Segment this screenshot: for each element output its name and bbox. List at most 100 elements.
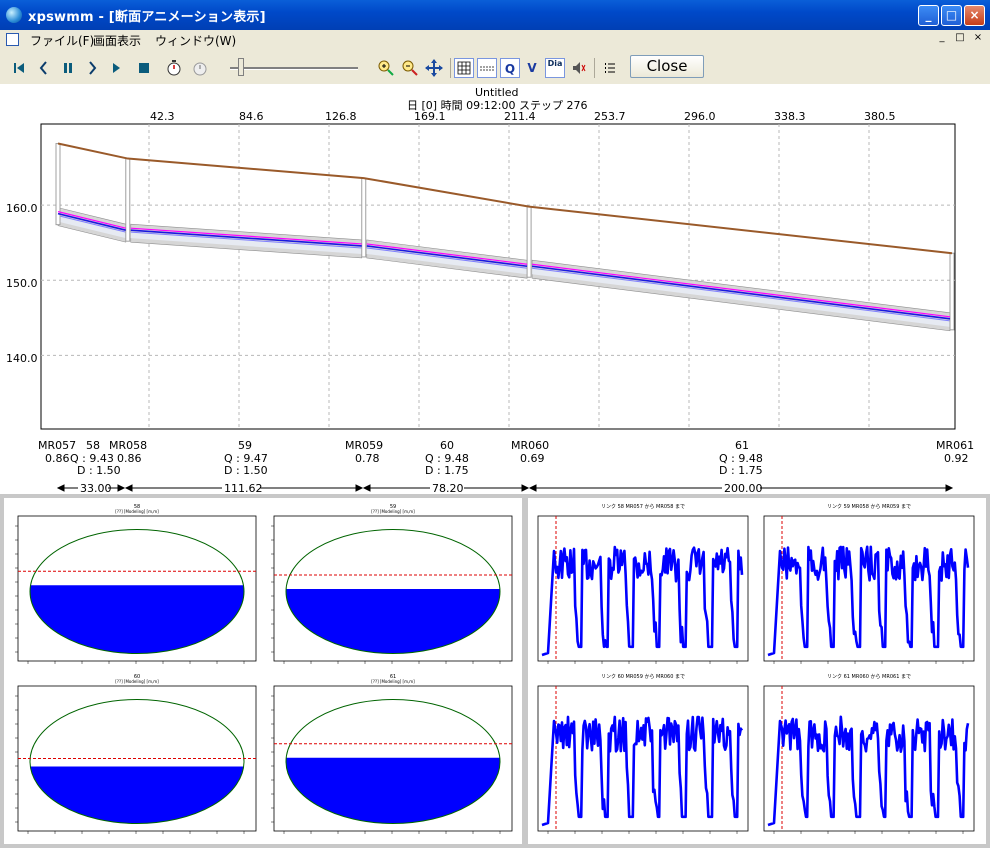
node-label-mr060[interactable]: MR060 xyxy=(511,439,550,452)
water-surface-line xyxy=(366,245,528,268)
link-length: 111.62 xyxy=(224,482,263,495)
cross-section-charts[interactable]: 58[??] [Modeling] [m,m]59[??] [Modeling]… xyxy=(4,498,522,844)
long-section-profile[interactable] xyxy=(0,84,990,494)
pipe-crown xyxy=(532,267,951,322)
hgl-line xyxy=(130,227,362,245)
close-window-button[interactable]: × xyxy=(964,5,985,26)
sound-icon[interactable] xyxy=(569,58,589,78)
pipe-inner xyxy=(130,232,362,254)
step-back-icon[interactable] xyxy=(34,58,54,78)
flow-series-line xyxy=(541,545,744,657)
link-label[interactable]: 58 xyxy=(86,439,100,452)
animation-slider-thumb[interactable] xyxy=(238,58,244,76)
grid-icon[interactable] xyxy=(454,58,474,78)
node-label-mr057[interactable]: MR057 xyxy=(38,439,77,452)
step-forward-icon[interactable] xyxy=(82,58,102,78)
node-depth: 0.86 xyxy=(117,452,142,465)
timeseries-frame xyxy=(537,685,749,832)
ground-line xyxy=(57,142,953,255)
flow-series-line xyxy=(767,715,970,827)
timer-disabled-icon xyxy=(190,58,210,78)
flow-timeseries-chart: リンク 61 MR060 から MR061 まで xyxy=(763,673,975,834)
close-button[interactable]: Close xyxy=(630,55,704,78)
window-titlebar: xpswmm - [断面アニメーション表示] _ □ × xyxy=(0,0,990,30)
link-length: 200.00 xyxy=(724,482,763,495)
menu-file[interactable]: ファイル(F) xyxy=(30,34,95,48)
pan-icon[interactable] xyxy=(424,58,444,78)
zoom-in-icon[interactable] xyxy=(376,58,396,78)
timeseries-frame xyxy=(763,685,975,832)
toolbar-separator xyxy=(594,58,595,78)
animation-slider-track[interactable] xyxy=(230,67,358,70)
timeseries-frame xyxy=(763,515,975,662)
manhole-shaft xyxy=(526,206,532,278)
section-water-fill xyxy=(30,585,244,654)
minimize-button[interactable]: _ xyxy=(918,5,939,26)
xpswmm-app-icon[interactable] xyxy=(6,7,22,23)
water-surface-line xyxy=(130,229,362,247)
link-diameter: D : 1.75 xyxy=(719,464,763,477)
mdi-close-button[interactable]: × xyxy=(973,32,983,43)
timeseries-title: リンク 61 MR060 から MR061 まで xyxy=(827,673,911,680)
flow-timeseries-chart: リンク 58 MR057 から MR058 まで xyxy=(537,503,749,664)
y-tick-label: 140.0 xyxy=(6,352,38,365)
document-icon[interactable] xyxy=(6,33,19,46)
link-diameter: D : 1.50 xyxy=(224,464,268,477)
node-depth: 0.69 xyxy=(520,452,545,465)
first-frame-icon[interactable] xyxy=(10,58,30,78)
zoom-out-icon[interactable] xyxy=(400,58,420,78)
menu-view[interactable]: 画面表示 xyxy=(93,34,142,48)
link-label[interactable]: 60 xyxy=(440,439,454,452)
node-label-mr058[interactable]: MR058 xyxy=(109,439,148,452)
node-label-mr061[interactable]: MR061 xyxy=(936,439,975,452)
pipe-inner xyxy=(58,215,126,239)
timer-icon[interactable] xyxy=(164,58,184,78)
link-diameter: D : 1.50 xyxy=(77,464,121,477)
timeseries-frame xyxy=(537,515,749,662)
top-tick-label: 84.6 xyxy=(239,110,264,123)
flow-timeseries-chart: リンク 60 MR059 から MR060 まで xyxy=(537,673,749,834)
node-depth: 0.92 xyxy=(944,452,969,465)
section-pipe-outline xyxy=(29,699,245,824)
top-tick-label: 126.8 xyxy=(325,110,357,123)
link-label[interactable]: 59 xyxy=(238,439,252,452)
flow-timeseries-charts[interactable]: リンク 58 MR057 から MR058 まで リンク 59 MR058 から … xyxy=(528,498,986,844)
section-water-fill xyxy=(30,766,244,824)
toolbar-separator xyxy=(450,58,451,78)
hgl-icon[interactable] xyxy=(477,58,497,78)
velocity-v-icon[interactable]: V xyxy=(527,61,537,75)
top-tick-label: 169.1 xyxy=(414,110,446,123)
section-subtitle: [??] [Modeling] [m,m] xyxy=(115,679,159,684)
list-icon[interactable] xyxy=(600,58,620,78)
top-tick-label: 253.7 xyxy=(594,110,626,123)
timeseries-title: リンク 59 MR058 から MR059 まで xyxy=(827,503,911,510)
section-title: 61 xyxy=(390,674,396,680)
window-title: xpswmm - [断面アニメーション表示] xyxy=(28,10,266,25)
link-length: 78.20 xyxy=(432,482,464,495)
menu-bar: ファイル(F) 画面表示 ウィンドウ(W) _ □ × xyxy=(0,30,990,50)
mdi-restore-button[interactable]: □ xyxy=(955,32,965,43)
link-label[interactable]: 61 xyxy=(735,439,749,452)
section-pipe-outline xyxy=(29,529,245,654)
maximize-button[interactable]: □ xyxy=(941,5,962,26)
link-length: 33.00 xyxy=(80,482,112,495)
cross-section-chart: 60[??] [Modeling] [m,m] xyxy=(15,674,257,834)
manhole-shaft xyxy=(55,143,61,226)
top-tick-label: 211.4 xyxy=(504,110,536,123)
stop-icon[interactable] xyxy=(134,58,154,78)
mdi-minimize-button[interactable]: _ xyxy=(939,32,945,43)
node-label-mr059[interactable]: MR059 xyxy=(345,439,384,452)
y-tick-label: 150.0 xyxy=(6,277,38,290)
timeseries-title: リンク 60 MR059 から MR060 まで xyxy=(601,673,685,680)
diameter-icon[interactable]: Dia xyxy=(545,58,565,78)
flow-timeseries-chart: リンク 59 MR058 から MR059 まで xyxy=(763,503,975,664)
section-title: 59 xyxy=(390,504,396,510)
play-icon[interactable] xyxy=(106,58,126,78)
section-subtitle: [??] [Modeling] [m,m] xyxy=(371,509,415,514)
length-dimension-bar xyxy=(56,482,954,494)
pipe-inner xyxy=(532,268,950,327)
pause-icon[interactable] xyxy=(58,58,78,78)
menu-window[interactable]: ウィンドウ(W) xyxy=(155,34,237,48)
y-tick-label: 160.0 xyxy=(6,202,38,215)
flow-q-icon[interactable]: Q xyxy=(500,58,520,78)
